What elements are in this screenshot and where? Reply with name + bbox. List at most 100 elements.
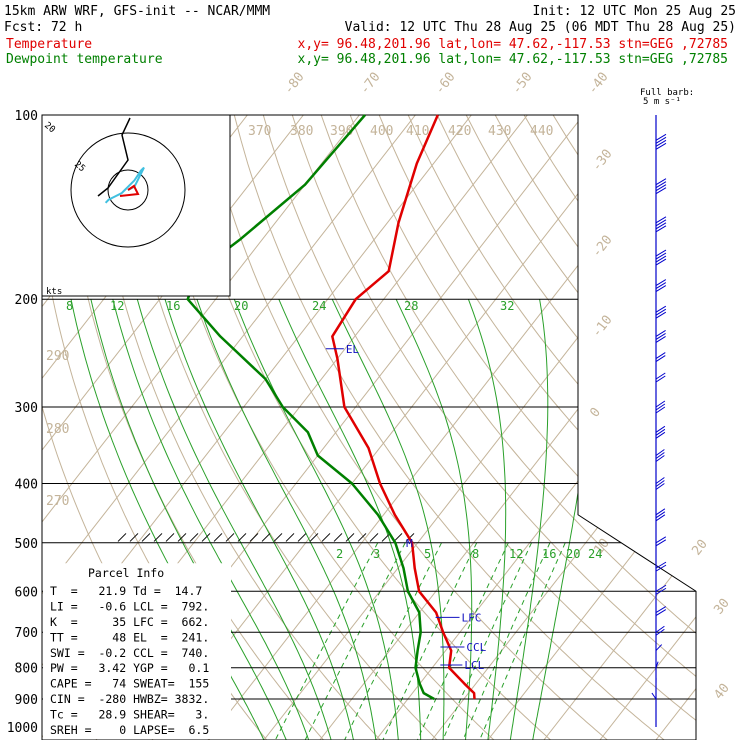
dry-adiabat-line [233, 115, 665, 740]
isotherm-line [263, 115, 696, 740]
dewpoint-location: x,y= 96.48,201.96 lat,lon= 47.62,-117.53… [298, 52, 728, 67]
isotherm-line [543, 115, 696, 740]
mixing-ratio-line [416, 542, 509, 740]
theta-label: 280 [46, 422, 69, 437]
moist-adiabat-line [509, 299, 549, 740]
wind-barb-flag [655, 511, 666, 519]
isotherm-label: 20 [689, 537, 710, 559]
ccl-label: CCL [466, 641, 486, 654]
hatch-tick [273, 533, 283, 542]
hatch-tick [261, 533, 271, 542]
dry-adiabat-line [581, 115, 696, 740]
hodograph-units: kts [46, 287, 62, 297]
wind-barb-flag [655, 187, 667, 195]
hatch-tick [249, 533, 259, 542]
wind-barb-flag [655, 311, 667, 319]
wind-barb [655, 372, 666, 383]
wind-barb [655, 425, 666, 439]
wind-barb-flag [655, 184, 667, 192]
wind-barb-flag [655, 536, 667, 544]
dry-adiabat-line [175, 115, 551, 740]
wind-barb-flag [655, 483, 665, 490]
hatch-tick [189, 533, 199, 542]
wind-barb-flag [655, 539, 667, 547]
wind-barb [655, 477, 665, 490]
parcel-row: CELL = 163/11 [50, 738, 140, 740]
hatch-tick [225, 533, 235, 542]
wind-barb [655, 178, 667, 195]
wind-barb-flag [655, 477, 665, 484]
hatch-tick [321, 533, 331, 542]
dry-adiabat-line [204, 115, 608, 740]
mixing-ratio-label: 32 [500, 299, 514, 313]
hatch-tick [141, 533, 151, 542]
pressure-label: 200 [15, 293, 38, 308]
mixing-ratio-label: 8 [66, 299, 73, 313]
valid-time: Valid: 12 UTC Thu 28 Aug 25 (06 MDT Thu … [345, 20, 736, 35]
wind-barb [655, 133, 667, 150]
dry-adiabat-line [291, 115, 696, 740]
temperature-legend: Temperature [6, 37, 92, 52]
isotherm-label: -30 [589, 147, 615, 175]
isotherm-label: 0 [587, 405, 604, 420]
mixing-ratio-label: 2 [336, 547, 343, 561]
wind-barb-flag [655, 279, 667, 287]
wind-barb [655, 449, 665, 462]
isotherm-line [655, 115, 696, 740]
wind-legend-line2: 5 m s⁻¹ [643, 97, 681, 107]
theta-label: 270 [46, 494, 69, 509]
pressure-label: 400 [15, 478, 38, 493]
hatch-tick [345, 533, 355, 542]
parcel-background [43, 563, 231, 739]
moist-adiabat-line [278, 299, 422, 740]
mixing-ratio-line [479, 542, 566, 740]
wind-legend-line1: Full barb: [640, 88, 694, 98]
wind-barb-flag [655, 508, 666, 516]
hatch-tick [381, 533, 391, 542]
mixing-ratio-label: 24 [312, 299, 326, 313]
wind-barb-flag [655, 332, 666, 340]
hatch-tick [309, 533, 319, 542]
hatch-tick [177, 533, 187, 542]
wind-barb-flag [655, 372, 666, 380]
wind-barb-flag [655, 252, 667, 260]
mixing-ratio-label: 12 [509, 547, 523, 561]
wind-barb-flag [655, 305, 667, 313]
wind-barb-flag [655, 178, 667, 186]
dry-adiabat-line [407, 115, 696, 740]
wind-barb-flag [655, 139, 667, 147]
hodograph-trace-mid [119, 184, 140, 197]
wind-barb-flag [655, 449, 665, 456]
hodograph-trace-upper [97, 117, 131, 197]
mixing-ratio-label: 20 [566, 547, 580, 561]
wind-barb-flag [655, 222, 667, 230]
pressure-label: 800 [15, 662, 38, 677]
theta-label: 290 [46, 349, 69, 364]
wind-barb [655, 305, 667, 319]
wind-barb-flag [655, 142, 667, 150]
wind-barb-flag [655, 661, 659, 668]
wind-barb-flag [655, 431, 666, 439]
wind-barb-flag [655, 352, 666, 359]
mixing-ratio-label: 16 [166, 299, 180, 313]
wind-barb-flag [655, 400, 666, 408]
wind-barb [655, 536, 667, 547]
mixing-ratio-label: 5 [424, 547, 431, 561]
theta-label: 380 [290, 124, 313, 139]
wind-barb-flag [655, 335, 666, 343]
moist-adiabat-line [331, 298, 445, 740]
wind-barb-flag [655, 136, 667, 144]
pressure-label: 600 [15, 585, 38, 600]
isotherm-line [42, 115, 360, 740]
theta-label: 440 [530, 124, 553, 139]
hatch-tick [201, 533, 211, 542]
mixing-ratio-label: 16 [542, 547, 556, 561]
pressure-label: 1000 [7, 721, 38, 736]
wind-barb [655, 644, 663, 651]
wind-barb-flag [655, 282, 667, 290]
init-time: Init: 12 UTC Mon 25 Aug 25 [533, 4, 737, 19]
wind-barb-flag [655, 428, 666, 436]
wind-barb [655, 329, 666, 343]
